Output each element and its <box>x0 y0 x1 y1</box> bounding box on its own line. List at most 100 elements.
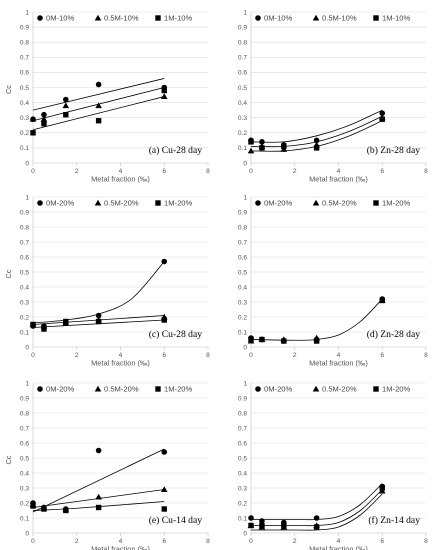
chart-panel: 0 0.1 0.2 0.3 0.4 0.5 0.6 0.7 0.8 0.9 1 0 2 4 6 8 Metal … <box>238 194 428 367</box>
y-tick-label: 0.7 <box>238 239 247 246</box>
y-tick-label: 0.9 <box>238 209 247 216</box>
y-tick-label: 1 <box>25 9 29 16</box>
legend-marker <box>373 15 379 21</box>
x-tick-label: 8 <box>424 538 428 545</box>
panel-label: (f) Zn-14 day <box>368 515 420 526</box>
data-point <box>313 515 320 521</box>
y-tick-label: 0.5 <box>20 455 29 462</box>
y-tick-label: 0.8 <box>238 224 247 231</box>
x-tick-label: 8 <box>206 538 210 545</box>
legend-marker <box>255 15 261 21</box>
data-point <box>313 338 320 344</box>
x-tick-label: 0 <box>31 352 35 359</box>
y-tick-label: 0 <box>243 530 247 537</box>
x-tick-label: 2 <box>293 538 297 545</box>
y-tick-label: 0.1 <box>238 145 247 152</box>
x-tick-label: 6 <box>162 352 166 359</box>
y-tick-label: 1 <box>25 194 29 201</box>
y-tick-label: 0.4 <box>20 100 29 107</box>
trend-line <box>250 109 383 143</box>
y-tick-label: 0.1 <box>238 515 247 522</box>
chart-panel: 0 0.1 0.2 0.3 0.4 0.5 0.6 0.7 0.8 0.9 1 0 2 4 6 8 Metal … <box>238 380 428 550</box>
x-tick-label: 2 <box>293 168 297 175</box>
panel-label: (e) Cu-14 day <box>149 515 202 526</box>
data-point <box>63 96 69 103</box>
x-tick-label: 4 <box>337 538 341 545</box>
data-point <box>63 111 69 118</box>
y-tick-label: 1 <box>25 380 29 387</box>
y-tick-label: 0.1 <box>20 329 29 336</box>
data-point <box>41 506 47 512</box>
legend-marker <box>94 199 102 206</box>
data-point <box>259 518 265 524</box>
legend-marker <box>255 386 261 392</box>
y-tick-label: 0.9 <box>20 395 29 402</box>
x-axis-title: Metal fraction (‰) <box>91 175 150 184</box>
legend-marker <box>312 14 320 21</box>
trend-line <box>251 483 383 521</box>
data-point <box>161 87 167 94</box>
legend-label: 1M-20% <box>382 199 411 208</box>
x-axis-title: Metal fraction (‰) <box>91 359 150 368</box>
y-tick-label: 0.2 <box>20 130 29 137</box>
y-tick-label: 0.5 <box>238 269 247 276</box>
x-tick-label: 4 <box>337 352 341 359</box>
y-tick-label: 1 <box>243 194 247 201</box>
x-tick-label: 4 <box>119 352 123 359</box>
y-tick-label: 1 <box>243 380 247 387</box>
legend-marker <box>37 15 43 21</box>
data-point <box>95 312 102 319</box>
legend-marker <box>37 200 43 206</box>
y-tick-label: 0.5 <box>20 85 29 92</box>
y-tick-label: 0.6 <box>238 70 247 77</box>
legend-marker <box>155 200 161 206</box>
x-tick-label: 2 <box>75 168 79 175</box>
y-tick-label: 0.5 <box>20 269 29 276</box>
data-point <box>379 116 385 122</box>
data-point <box>379 485 385 491</box>
y-tick-label: 0.4 <box>238 470 247 477</box>
data-point <box>281 522 287 529</box>
panel-label: (c) Cu-28 day <box>149 329 202 340</box>
data-point <box>95 318 102 325</box>
x-tick-label: 6 <box>162 538 166 545</box>
legend-marker <box>155 15 161 21</box>
data-point <box>248 515 254 521</box>
legend-marker <box>155 386 161 392</box>
x-tick-label: 6 <box>380 538 384 545</box>
y-tick-label: 0.4 <box>238 100 247 107</box>
chart-panel: 0 0.1 0.2 0.3 0.4 0.5 0.6 0.7 0.8 0.9 1 0 2 4 6 8 Metal … <box>238 9 428 183</box>
legend-label: 0M-20% <box>264 199 293 208</box>
x-axis-title: Metal fraction (‰) <box>309 545 368 550</box>
x-tick-label: 0 <box>249 538 253 545</box>
data-point <box>30 503 36 509</box>
y-tick-label: 0.4 <box>238 284 247 291</box>
y-tick-label: 0 <box>25 530 29 537</box>
data-point <box>160 486 168 492</box>
data-point <box>160 93 168 100</box>
y-tick-label: 0.8 <box>20 224 29 231</box>
data-point <box>313 137 320 144</box>
legend-marker <box>373 386 379 392</box>
data-point <box>379 297 385 304</box>
y-axis-title: Cc <box>4 455 13 464</box>
data-point <box>313 145 320 151</box>
data-point <box>281 143 287 150</box>
data-point <box>248 139 254 145</box>
data-point <box>95 118 102 124</box>
legend-marker <box>94 14 102 21</box>
y-tick-label: 0.4 <box>20 284 29 291</box>
y-tick-label: 0.1 <box>20 145 29 152</box>
x-tick-label: 2 <box>75 538 79 545</box>
x-tick-label: 0 <box>31 538 35 545</box>
y-tick-label: 0 <box>243 344 247 351</box>
y-tick-label: 0.2 <box>238 314 247 321</box>
y-tick-label: 0.9 <box>238 24 247 31</box>
x-tick-label: 6 <box>380 352 384 359</box>
y-tick-label: 0.3 <box>238 485 247 492</box>
y-tick-label: 0.8 <box>20 410 29 417</box>
trend-line <box>32 96 165 131</box>
x-axis-title: Metal fraction (‰) <box>309 359 368 368</box>
y-tick-label: 0.9 <box>20 209 29 216</box>
trend-line <box>250 489 383 527</box>
